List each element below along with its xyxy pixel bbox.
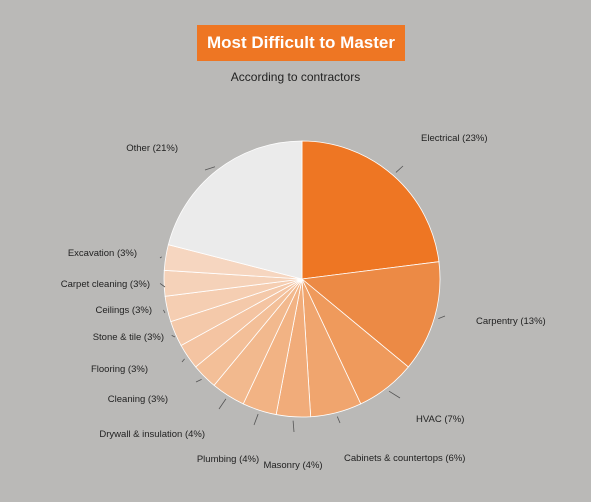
leader-line	[159, 256, 162, 259]
slice-label: Flooring (3%)	[91, 364, 148, 375]
pie-slice	[301, 261, 441, 368]
slice-label: Plumbing (4%)	[197, 454, 259, 465]
leader-line	[388, 390, 401, 399]
slice-label: Cleaning (3%)	[108, 394, 168, 405]
leader-line	[292, 420, 295, 433]
leader-line	[204, 166, 216, 171]
slice-label: Cabinets & countertops (6%)	[344, 453, 465, 464]
leader-line	[336, 416, 341, 424]
chart-title: Most Difficult to Master	[197, 25, 405, 61]
slice-label: HVAC (7%)	[416, 414, 464, 425]
pie-slice	[167, 140, 303, 280]
leader-line	[195, 379, 202, 383]
leader-line	[438, 315, 446, 319]
leader-line	[253, 413, 259, 426]
leader-line	[218, 398, 227, 410]
slice-label: Masonry (4%)	[263, 460, 322, 471]
leader-line	[181, 358, 185, 363]
slice-label: Carpentry (13%)	[476, 316, 546, 327]
slice-label: Electrical (23%)	[421, 133, 488, 144]
slice-label: Other (21%)	[126, 143, 178, 154]
slice-label: Ceilings (3%)	[96, 305, 153, 316]
slice-label: Drywall & insulation (4%)	[99, 429, 205, 440]
leader-line	[171, 335, 176, 338]
leader-line	[159, 283, 166, 288]
slice-label: Carpet cleaning (3%)	[61, 279, 150, 290]
pie-slice	[301, 140, 440, 280]
slice-label: Stone & tile (3%)	[93, 332, 164, 343]
slice-label: Excavation (3%)	[68, 248, 137, 259]
leader-line	[395, 165, 404, 173]
leader-line	[163, 309, 166, 314]
chart-subtitle: According to contractors	[230, 70, 361, 84]
